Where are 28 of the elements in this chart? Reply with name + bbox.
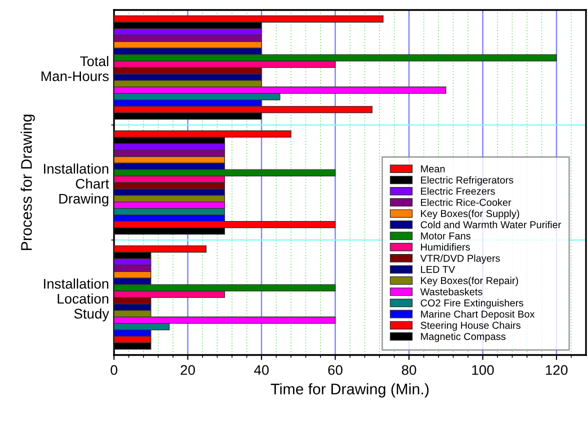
y-tick-label: Installation Location Study — [44, 278, 110, 322]
x-tick-label: 120 — [546, 365, 568, 375]
legend-label: Electric Rice-Cooker — [421, 198, 512, 206]
y-tick-label: Installation Chart Drawing — [44, 164, 110, 206]
legend-label: Cold and Warmth Water Purifier — [420, 220, 562, 228]
x-tick-label: 80 — [402, 365, 416, 375]
legend-label: Steering House Chairs — [420, 322, 520, 331]
x-tick-label: 20 — [180, 365, 195, 375]
x-axis-title: Time for Drawing (Min.) — [270, 383, 429, 398]
legend-label: CO2 Fire Extinguishers — [420, 299, 524, 308]
x-tick-label: 40 — [254, 365, 269, 375]
legend-label: Electric Freezers — [421, 187, 495, 195]
x-tick-label: 0 — [110, 365, 118, 375]
x-tick-label: 100 — [472, 365, 494, 375]
legend-label: Mean — [421, 165, 445, 172]
y-tick-label: Total Man-Hours — [42, 56, 109, 82]
legend-label: Humidifiers — [421, 243, 470, 251]
legend-label: Marine Chart Deposit Box — [421, 310, 535, 320]
y-axis-title: Process for Drawing — [20, 114, 35, 250]
legend-label: VTR/DVD Players — [420, 254, 500, 264]
legend-label: Key Boxes(for Repair) — [421, 276, 518, 286]
legend-label: LED TV — [421, 266, 456, 273]
x-tick-label: 60 — [328, 365, 342, 375]
legend-label: Motor Fans — [421, 232, 470, 240]
legend-label: Electric Refrigerators — [421, 176, 514, 186]
legend-label: Magnetic Compass — [421, 332, 506, 342]
legend-label: Wastebaskets — [420, 288, 482, 296]
legend-label: Key Boxes(for Supply) — [421, 210, 520, 220]
